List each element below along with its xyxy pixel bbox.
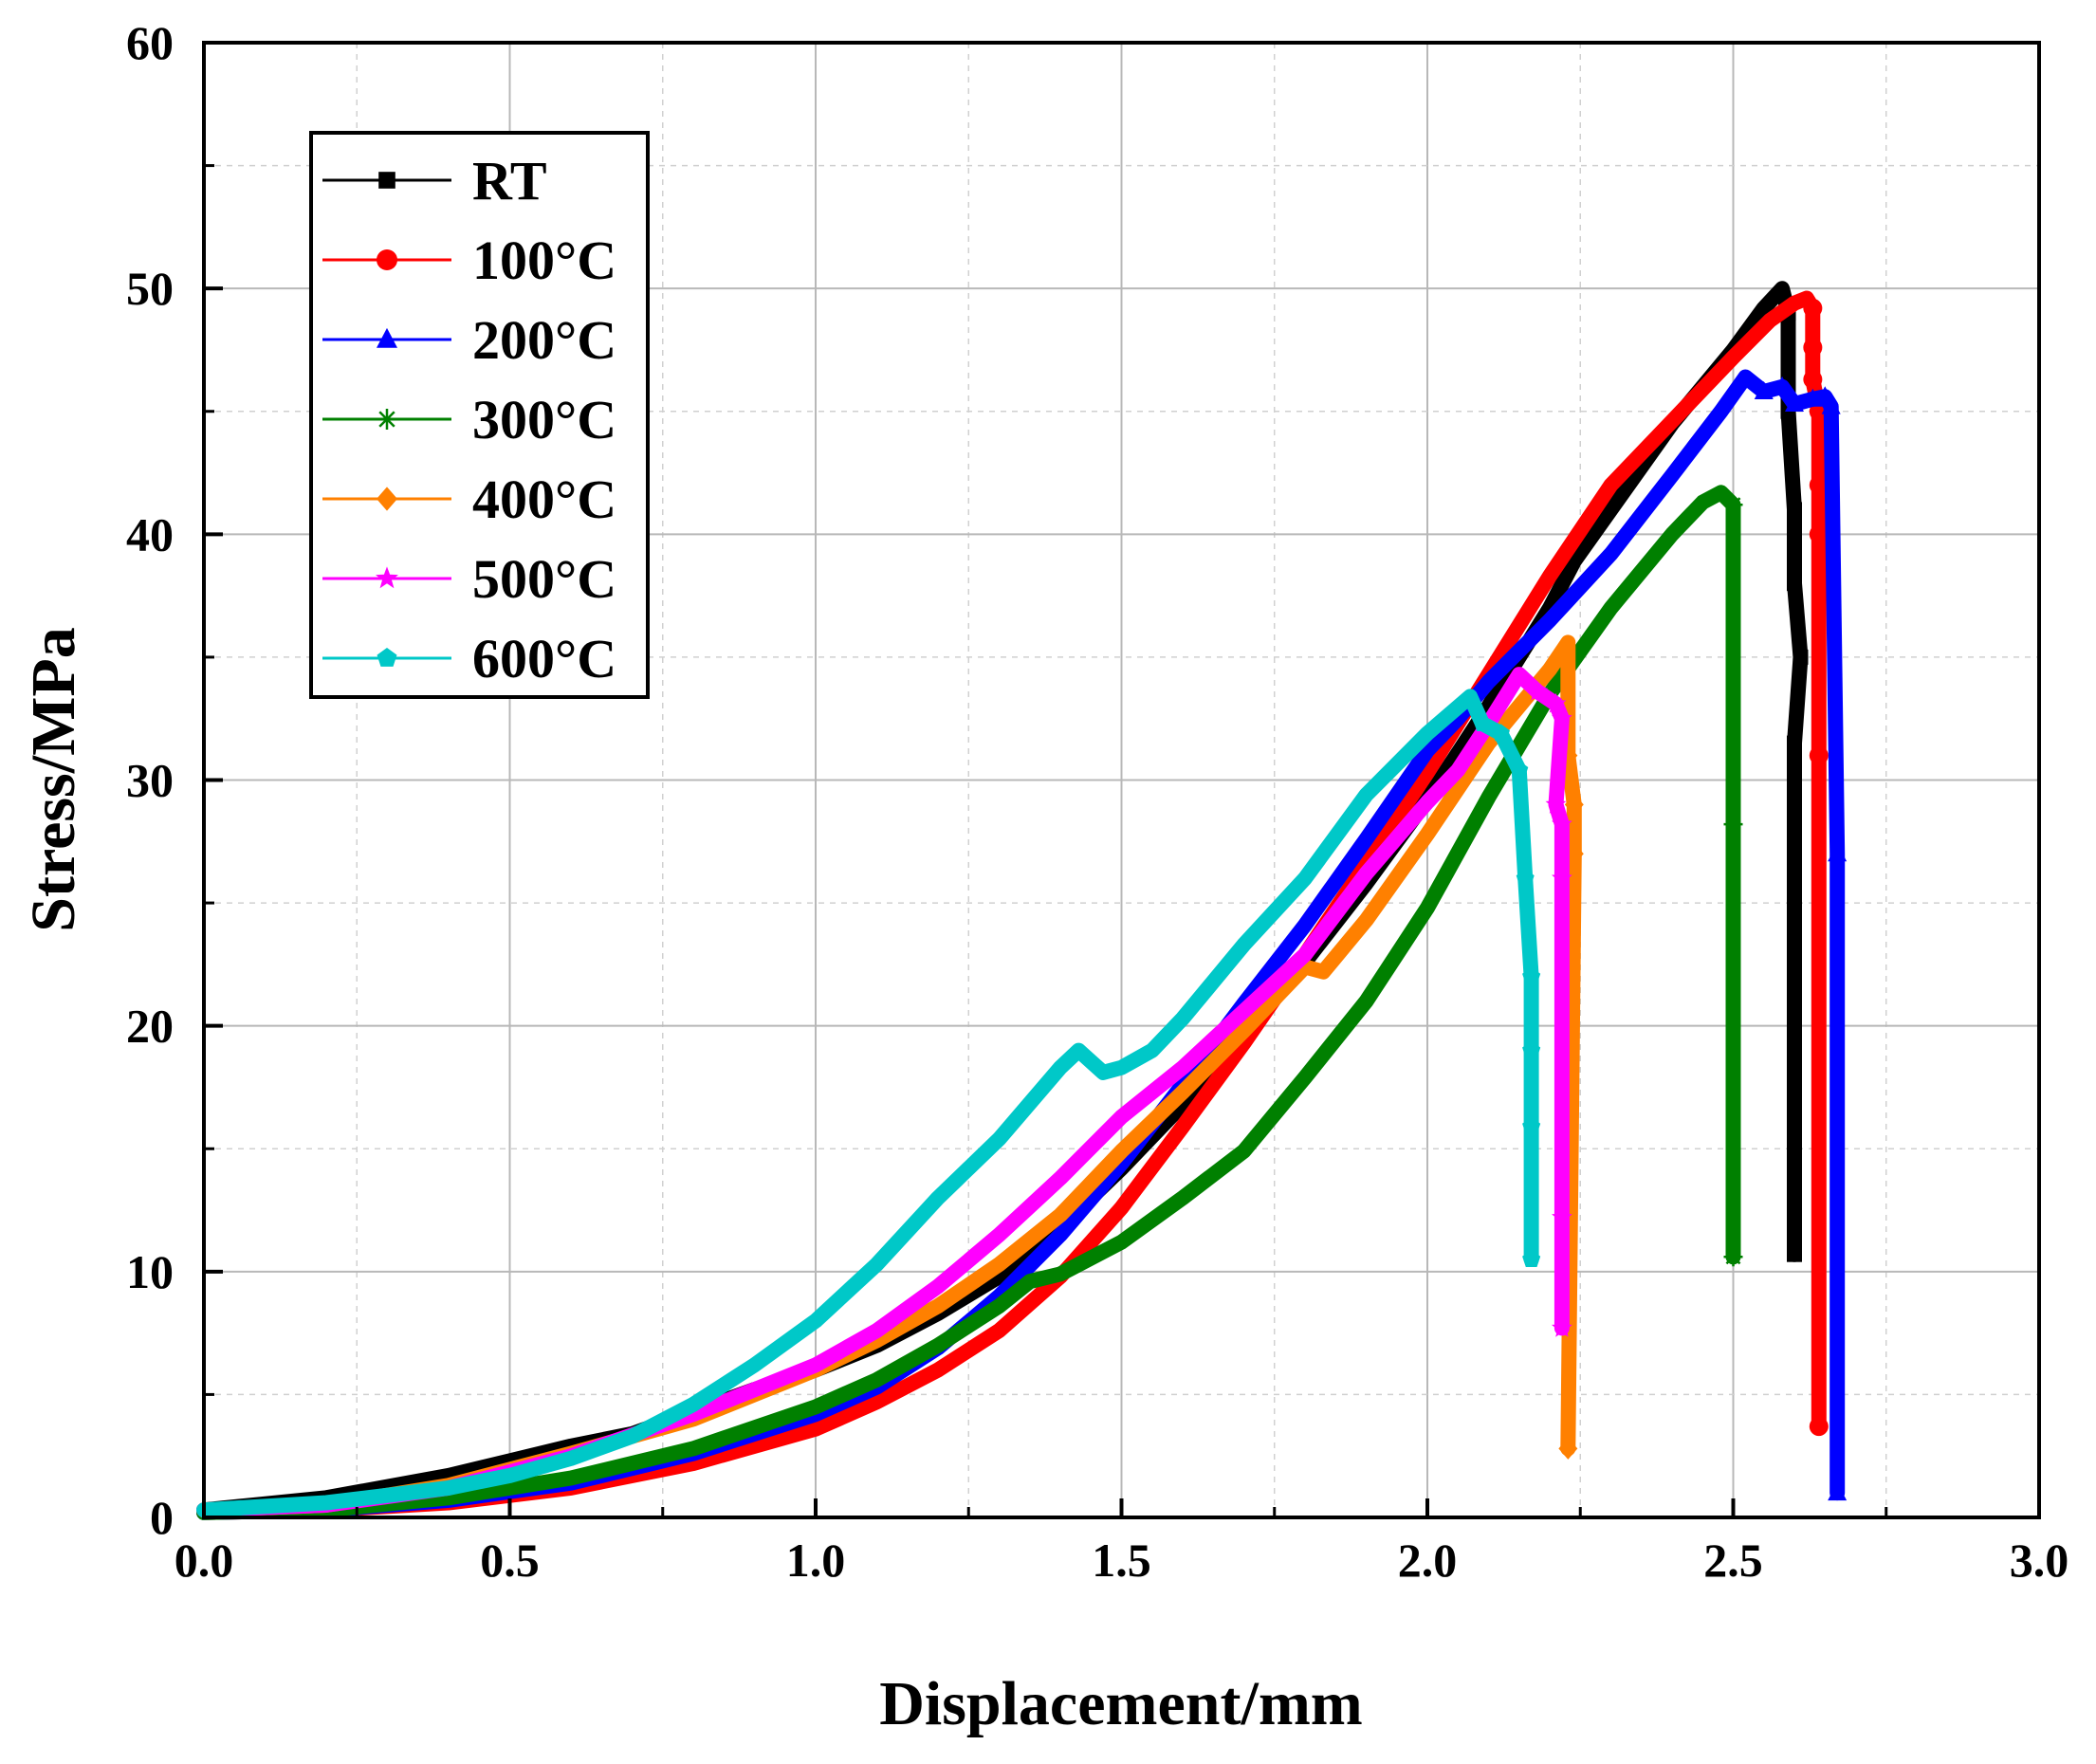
data-point-rt: [1793, 649, 1809, 665]
data-point-600c: [1522, 1249, 1541, 1267]
y-axis-title: Stress/MPa: [19, 627, 88, 931]
y-tick-label: 60: [126, 16, 174, 69]
legend-label-300c: 300°C: [472, 389, 616, 450]
data-point-200c: [1828, 843, 1848, 862]
axis-ticks: 0.0 0.5 1.0 1.5 2.0 2.5 3.0 0 10 20 30 40 50 60: [126, 16, 2068, 1587]
legend-label-600c: 600°C: [472, 628, 616, 689]
data-point-100c: [1809, 475, 1829, 495]
data-point-rt: [1787, 576, 1802, 592]
data-point-500c: [1552, 867, 1572, 888]
data-point-500c: [1545, 692, 1567, 713]
legend-box: [309, 131, 650, 699]
data-point-200c: [1828, 1482, 1848, 1501]
data-point-100c: [1809, 524, 1829, 544]
y-tick-label: 0: [150, 1491, 174, 1544]
x-tick-label: 1.5: [1092, 1534, 1151, 1587]
x-tick-label: 2.0: [1398, 1534, 1458, 1587]
data-point-600c: [1522, 1116, 1541, 1134]
data-point-rt: [1787, 1033, 1802, 1049]
x-tick-label: 1.0: [786, 1534, 846, 1587]
y-tick-label: 30: [126, 754, 174, 807]
legend-marker-400c: [377, 487, 397, 511]
series-layer: [196, 281, 1848, 1520]
data-point-600c: [1473, 713, 1492, 731]
data-point-100c: [1803, 298, 1823, 318]
legend-label-rt: RT: [472, 150, 547, 211]
data-point-600c: [1522, 966, 1541, 984]
legend-marker-600c: [377, 648, 397, 667]
data-point-300c: [1723, 1247, 1743, 1267]
series-600c: [196, 689, 1541, 1518]
data-point-500c: [1552, 1316, 1572, 1337]
data-point-500c: [1552, 1206, 1572, 1227]
data-point-500c: [1527, 680, 1548, 701]
y-tick-label: 40: [126, 507, 174, 560]
y-tick-label: 20: [126, 1000, 174, 1053]
data-point-300c: [1723, 815, 1743, 835]
x-axis-title: Displacement/mm: [879, 1669, 1363, 1738]
data-point-600c: [1516, 869, 1535, 887]
y-tick-label: 10: [126, 1245, 174, 1298]
y-tick-label: 50: [126, 262, 174, 315]
legend-label-100c: 100°C: [472, 230, 616, 291]
data-point-400c: [1564, 793, 1584, 816]
x-tick-label: 0.5: [480, 1534, 540, 1587]
data-point-200c: [1821, 395, 1841, 414]
data-point-600c: [1510, 761, 1529, 779]
data-point-100c: [1809, 1417, 1829, 1437]
legend-marker-500c: [376, 566, 398, 589]
series-line-500c: [203, 671, 1564, 1512]
data-point-500c: [1552, 813, 1572, 834]
data-point-600c: [1522, 1040, 1541, 1058]
legend: RT 100°C 200°C 300°C 400°C 500°C 600°C: [309, 131, 650, 699]
legend-marker-200c: [377, 327, 397, 348]
data-point-200c: [1773, 376, 1793, 395]
series-300c: [196, 485, 1743, 1520]
data-point-200c: [1785, 393, 1804, 412]
data-point-200c: [1754, 381, 1774, 400]
legend-marker-300c: [377, 409, 397, 430]
data-point-rt: [1787, 1246, 1802, 1262]
legend-label-500c: 500°C: [472, 548, 616, 610]
data-point-400c: [1558, 1437, 1578, 1460]
data-point-300c: [1723, 495, 1743, 515]
x-tick-label: 3.0: [2010, 1534, 2069, 1587]
x-tick-label: 2.5: [1703, 1534, 1763, 1587]
marker-stroke: [378, 411, 395, 428]
data-point-rt: [1787, 502, 1802, 518]
marker-stroke: [1725, 817, 1741, 833]
legend-label-200c: 200°C: [472, 309, 616, 371]
legend-marker-100c: [377, 249, 397, 270]
data-point-500c: [1545, 793, 1567, 814]
data-point-100c: [1803, 338, 1823, 358]
data-point-100c: [1803, 370, 1823, 390]
legend-label-400c: 400°C: [472, 469, 616, 530]
data-point-100c: [1809, 745, 1829, 765]
data-point-500c: [1552, 707, 1572, 727]
x-tick-label: 0.0: [175, 1534, 234, 1587]
series-line-300c: [203, 490, 1735, 1515]
series-500c: [196, 667, 1572, 1518]
marker-stroke: [1725, 497, 1741, 513]
data-point-600c: [1491, 724, 1510, 742]
marker-stroke: [1725, 1249, 1741, 1265]
data-point-rt: [1787, 735, 1802, 751]
legend-marker-rt: [378, 172, 395, 189]
